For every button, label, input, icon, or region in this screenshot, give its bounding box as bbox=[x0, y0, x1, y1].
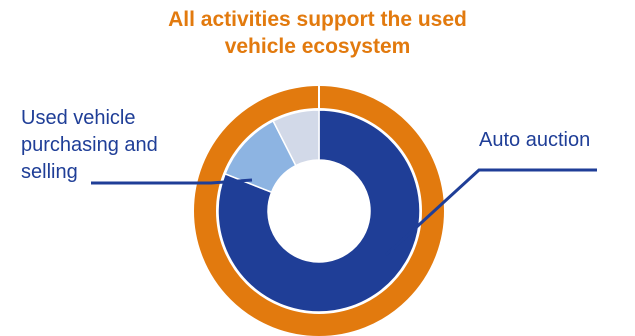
label-used-vehicle: Used vehicle purchasing and selling bbox=[21, 105, 158, 186]
leader-line-auto-auction bbox=[384, 168, 597, 257]
label-used-vehicle-line-2: purchasing and bbox=[21, 134, 158, 156]
label-auto-auction-line-1: Auto auction bbox=[479, 129, 591, 151]
callout-leaders bbox=[91, 168, 597, 257]
label-used-vehicle-line-3: selling bbox=[21, 161, 78, 183]
chart-title-line-2: vehicle ecosystem bbox=[224, 35, 411, 58]
chart-title: All activities support the used vehicle … bbox=[0, 6, 635, 60]
leader-line-used-vehicle bbox=[91, 178, 253, 185]
label-auto-auction: Auto auction bbox=[479, 127, 590, 154]
chart-title-line-1: All activities support the used bbox=[168, 8, 467, 31]
donut-hole bbox=[268, 160, 370, 262]
inner-ring bbox=[217, 109, 421, 313]
label-used-vehicle-line-1: Used vehicle bbox=[21, 107, 136, 129]
